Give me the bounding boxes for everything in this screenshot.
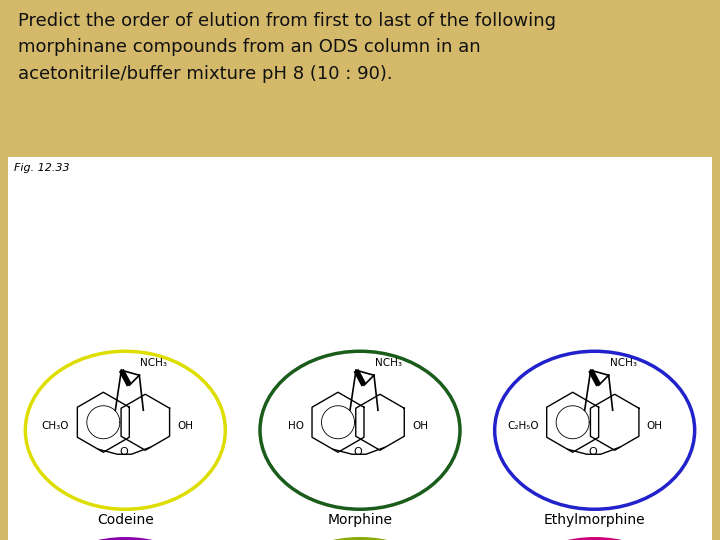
Text: O: O — [354, 447, 362, 457]
FancyBboxPatch shape — [8, 157, 712, 532]
Text: Fig. 12.33: Fig. 12.33 — [14, 163, 70, 173]
FancyBboxPatch shape — [243, 345, 477, 532]
Ellipse shape — [25, 539, 225, 540]
Text: O: O — [119, 447, 127, 457]
Text: O: O — [588, 447, 597, 457]
Text: Codeine: Codeine — [97, 513, 153, 527]
Ellipse shape — [25, 351, 225, 509]
FancyBboxPatch shape — [477, 532, 712, 540]
Text: Predict the order of elution from first to last of the following
morphinane comp: Predict the order of elution from first … — [18, 12, 556, 83]
Text: OH: OH — [177, 421, 194, 431]
Text: HO: HO — [288, 421, 304, 431]
Text: NCH₃: NCH₃ — [610, 358, 636, 368]
Text: OH: OH — [647, 421, 662, 431]
FancyBboxPatch shape — [243, 532, 477, 540]
Ellipse shape — [495, 539, 695, 540]
Ellipse shape — [495, 351, 695, 509]
Text: Morphine: Morphine — [328, 513, 392, 527]
Text: NCH₃: NCH₃ — [140, 358, 167, 368]
Text: Ethylmorphine: Ethylmorphine — [544, 513, 645, 527]
FancyBboxPatch shape — [477, 345, 712, 532]
Ellipse shape — [260, 539, 460, 540]
FancyBboxPatch shape — [8, 345, 243, 532]
Text: OH: OH — [412, 421, 428, 431]
Ellipse shape — [260, 351, 460, 509]
Text: C₂H₅O: C₂H₅O — [507, 421, 539, 431]
FancyBboxPatch shape — [8, 532, 243, 540]
Text: NCH₃: NCH₃ — [375, 358, 402, 368]
Text: CH₃O: CH₃O — [42, 421, 69, 431]
